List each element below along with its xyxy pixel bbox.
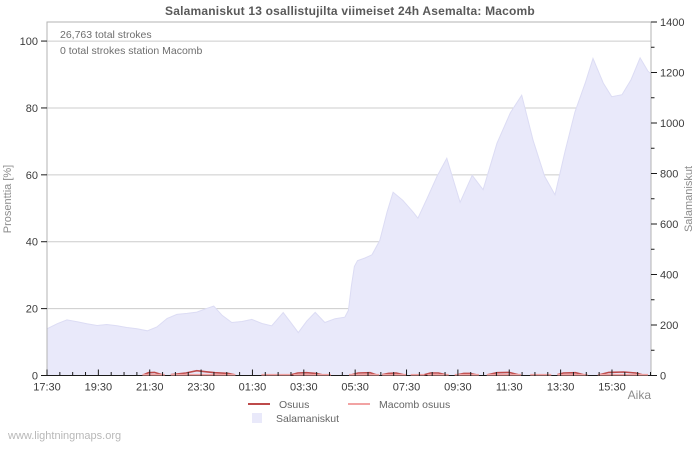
y-right-tick-label: 1400: [660, 17, 684, 29]
legend-item-macomb-osuus: Macomb osuus: [348, 399, 450, 411]
y-left-tick-label: 0: [32, 371, 38, 383]
y-right-tick-label: 0: [660, 371, 666, 383]
legend-label-salamaniskut: Salamaniskut: [276, 413, 340, 425]
y-left-tick-label: 80: [26, 103, 38, 115]
osuus-line: [170, 369, 235, 376]
legend-item-osuus: Osuus: [248, 399, 309, 411]
legend-label-macomb-osuus: Macomb osuus: [379, 399, 451, 411]
x-axis-title: Aika: [627, 388, 651, 402]
y-right-tick-label: 400: [660, 270, 678, 282]
osuus-line-swatch-icon: [248, 403, 270, 406]
y-axis-right-title: Salamaniskut: [683, 165, 695, 233]
y-axis-left-title: Prosenttia [%]: [2, 164, 14, 234]
legend-label-osuus: Osuus: [279, 399, 310, 411]
y-left-tick-label: 100: [20, 36, 38, 48]
salamaniskut-area: [46, 56, 652, 376]
y-right-tick-label: 1000: [660, 118, 684, 130]
x-tick-label: 23:30: [187, 382, 215, 394]
y-right-tick-label: 1200: [660, 68, 684, 80]
y-right-tick-label: 600: [660, 219, 678, 231]
x-tick-label: 19:30: [85, 382, 113, 394]
osuus-line: [291, 371, 322, 376]
macomb-line-swatch-icon: [348, 403, 370, 406]
osuus-line: [487, 371, 519, 376]
total-strokes-annotation: 26,763 total strokes: [60, 29, 152, 41]
x-tick-label: 01:30: [239, 382, 267, 394]
osuus-line: [143, 371, 163, 376]
y-right-tick-label: 200: [660, 320, 678, 332]
x-tick-label: 15:30: [598, 382, 626, 394]
x-tick-label: 11:30: [496, 382, 523, 394]
x-tick-label: 09:30: [444, 382, 472, 394]
y-left-tick-label: 40: [26, 237, 38, 249]
x-tick-label: 03:30: [290, 382, 318, 394]
x-tick-label: 13:30: [547, 382, 575, 394]
legend-item-salamaniskut: Salamaniskut: [248, 413, 339, 425]
chart-title: Salamaniskut 13 osallistujilta viimeiset…: [165, 4, 535, 18]
y-left-tick-label: 20: [26, 304, 38, 316]
station-strokes-annotation: 0 total strokes station Macomb: [60, 45, 203, 57]
y-right-tick-label: 800: [660, 169, 678, 181]
y-left-tick-label: 60: [26, 170, 38, 182]
x-tick-label: 21:30: [136, 382, 164, 394]
salamaniskut-area-swatch-icon: [252, 413, 262, 424]
watermark: www.lightningmaps.org: [8, 430, 122, 442]
osuus-line: [424, 372, 446, 376]
x-tick-label: 17:30: [33, 382, 61, 394]
x-tick-label: 05:30: [341, 382, 369, 394]
x-tick-label: 07:30: [393, 382, 421, 394]
